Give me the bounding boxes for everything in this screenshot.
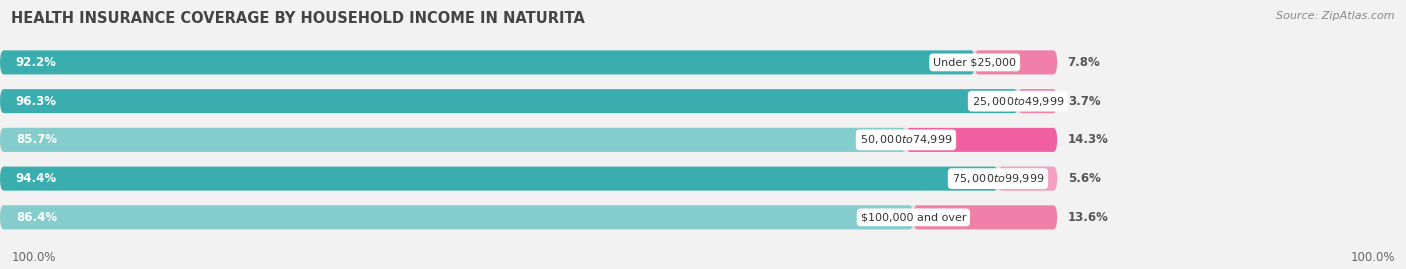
Text: 85.7%: 85.7% xyxy=(15,133,56,146)
Text: Under $25,000: Under $25,000 xyxy=(934,57,1017,68)
Text: 100.0%: 100.0% xyxy=(11,251,56,264)
FancyBboxPatch shape xyxy=(0,205,914,229)
Text: 3.7%: 3.7% xyxy=(1067,95,1101,108)
FancyBboxPatch shape xyxy=(974,50,1057,75)
FancyBboxPatch shape xyxy=(0,128,905,152)
Text: $25,000 to $49,999: $25,000 to $49,999 xyxy=(972,95,1064,108)
FancyBboxPatch shape xyxy=(1018,89,1057,113)
Text: 94.4%: 94.4% xyxy=(15,172,58,185)
FancyBboxPatch shape xyxy=(0,167,1057,191)
FancyBboxPatch shape xyxy=(0,205,1057,229)
Text: 13.6%: 13.6% xyxy=(1067,211,1108,224)
FancyBboxPatch shape xyxy=(998,167,1057,191)
Text: 7.8%: 7.8% xyxy=(1067,56,1101,69)
Text: $50,000 to $74,999: $50,000 to $74,999 xyxy=(859,133,952,146)
Text: 5.6%: 5.6% xyxy=(1067,172,1101,185)
FancyBboxPatch shape xyxy=(914,205,1057,229)
Text: 86.4%: 86.4% xyxy=(15,211,58,224)
FancyBboxPatch shape xyxy=(0,50,974,75)
Text: 92.2%: 92.2% xyxy=(15,56,56,69)
FancyBboxPatch shape xyxy=(0,50,1057,75)
FancyBboxPatch shape xyxy=(0,89,1018,113)
FancyBboxPatch shape xyxy=(905,128,1057,152)
Text: $100,000 and over: $100,000 and over xyxy=(860,212,966,222)
FancyBboxPatch shape xyxy=(0,128,1057,152)
Text: HEALTH INSURANCE COVERAGE BY HOUSEHOLD INCOME IN NATURITA: HEALTH INSURANCE COVERAGE BY HOUSEHOLD I… xyxy=(11,11,585,26)
Text: Source: ZipAtlas.com: Source: ZipAtlas.com xyxy=(1277,11,1395,21)
FancyBboxPatch shape xyxy=(0,167,998,191)
Text: 96.3%: 96.3% xyxy=(15,95,56,108)
FancyBboxPatch shape xyxy=(0,89,1057,113)
Text: $75,000 to $99,999: $75,000 to $99,999 xyxy=(952,172,1045,185)
Text: 14.3%: 14.3% xyxy=(1067,133,1108,146)
Text: 100.0%: 100.0% xyxy=(1350,251,1395,264)
